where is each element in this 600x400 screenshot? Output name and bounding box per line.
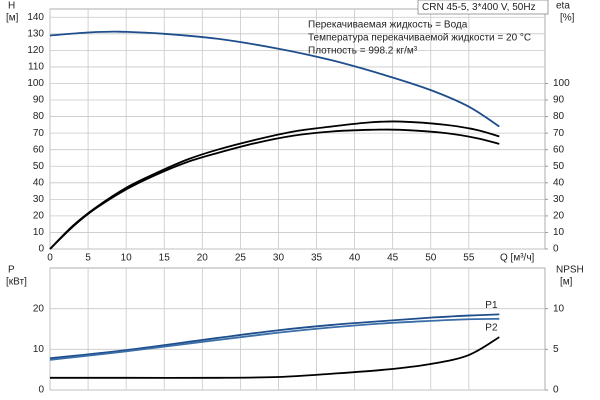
y-tick-label: 0 (38, 385, 44, 396)
y2-tick-label: 100 (553, 78, 570, 89)
data-line (49, 313, 500, 360)
y-tick-label: 30 (33, 194, 45, 205)
y2-axis-unit: [м] (560, 277, 573, 288)
x-tick-label: 15 (159, 253, 171, 264)
y2-tick-label: 0 (553, 244, 559, 255)
y-tick-label: 100 (27, 78, 44, 89)
x-tick-label: 0 (47, 253, 53, 264)
y-tick-label: 110 (28, 62, 44, 73)
data-line (49, 128, 500, 250)
y2-tick-label: 40 (553, 177, 565, 188)
series-label: P2 (485, 322, 498, 333)
y2-tick-label: 0 (553, 385, 559, 396)
y2-tick-label: 70 (553, 128, 565, 139)
x-tick-label: 30 (273, 253, 285, 264)
series-label: P1 (485, 300, 498, 311)
y-tick-label: 10 (33, 227, 45, 238)
data-line (49, 120, 500, 250)
y-axis-label: H (8, 1, 15, 12)
x-axis-label: Q [м³/ч] (500, 253, 535, 264)
y-axis-label: P (8, 265, 15, 276)
y2-tick-label: 10 (553, 227, 565, 238)
y-tick-label: 130 (27, 28, 44, 39)
y2-tick-label: 5 (553, 344, 559, 355)
data-line (49, 30, 500, 128)
x-tick-label: 25 (235, 253, 247, 264)
y-tick-label: 20 (33, 211, 45, 222)
data-line (49, 317, 500, 361)
y-tick-label: 90 (33, 95, 45, 106)
annotation: Плотность = 998.2 кг/м³ (308, 46, 418, 57)
y-tick-label: 140 (27, 12, 44, 23)
y2-tick-label: 90 (553, 95, 565, 106)
y-tick-label: 80 (33, 111, 45, 122)
x-tick-label: 55 (463, 253, 475, 264)
y2-tick-label: 60 (553, 144, 565, 155)
y-tick-label: 50 (33, 161, 45, 172)
annotation: Перекачиваемая жидкость = Вода (308, 20, 468, 31)
y-axis-unit: [м] (6, 13, 19, 24)
x-tick-label: 40 (349, 253, 361, 264)
y-tick-label: 40 (33, 177, 45, 188)
y-tick-label: 10 (33, 344, 45, 355)
y-tick-label: 0 (38, 244, 44, 255)
chart-title: CRN 45-5, 3*400 V, 50Hz (422, 2, 536, 13)
x-tick-label: 45 (387, 253, 399, 264)
x-tick-label: 5 (85, 253, 91, 264)
y-axis-unit: [кВт] (6, 277, 27, 288)
data-line (50, 336, 500, 379)
y2-tick-label: 80 (553, 111, 565, 122)
y2-tick-label: 20 (553, 211, 565, 222)
y2-axis-label: eta (556, 1, 570, 12)
y2-axis-unit: [%] (560, 13, 575, 24)
y-tick-label: 120 (27, 45, 44, 56)
y-tick-label: 20 (33, 303, 45, 314)
y2-axis-label: NPSH (556, 265, 584, 276)
annotation: Температура перекачиваемой жидкости = 20… (308, 33, 531, 44)
x-tick-label: 50 (425, 253, 437, 264)
x-tick-label: 35 (311, 253, 323, 264)
y2-tick-label: 50 (553, 161, 565, 172)
title-box (417, 0, 549, 15)
y2-tick-label: 10 (553, 303, 565, 314)
x-tick-label: 10 (121, 253, 133, 264)
y-tick-label: 70 (33, 128, 45, 139)
y-tick-label: 60 (33, 144, 45, 155)
y2-tick-label: 30 (553, 194, 565, 205)
x-tick-label: 20 (197, 253, 209, 264)
